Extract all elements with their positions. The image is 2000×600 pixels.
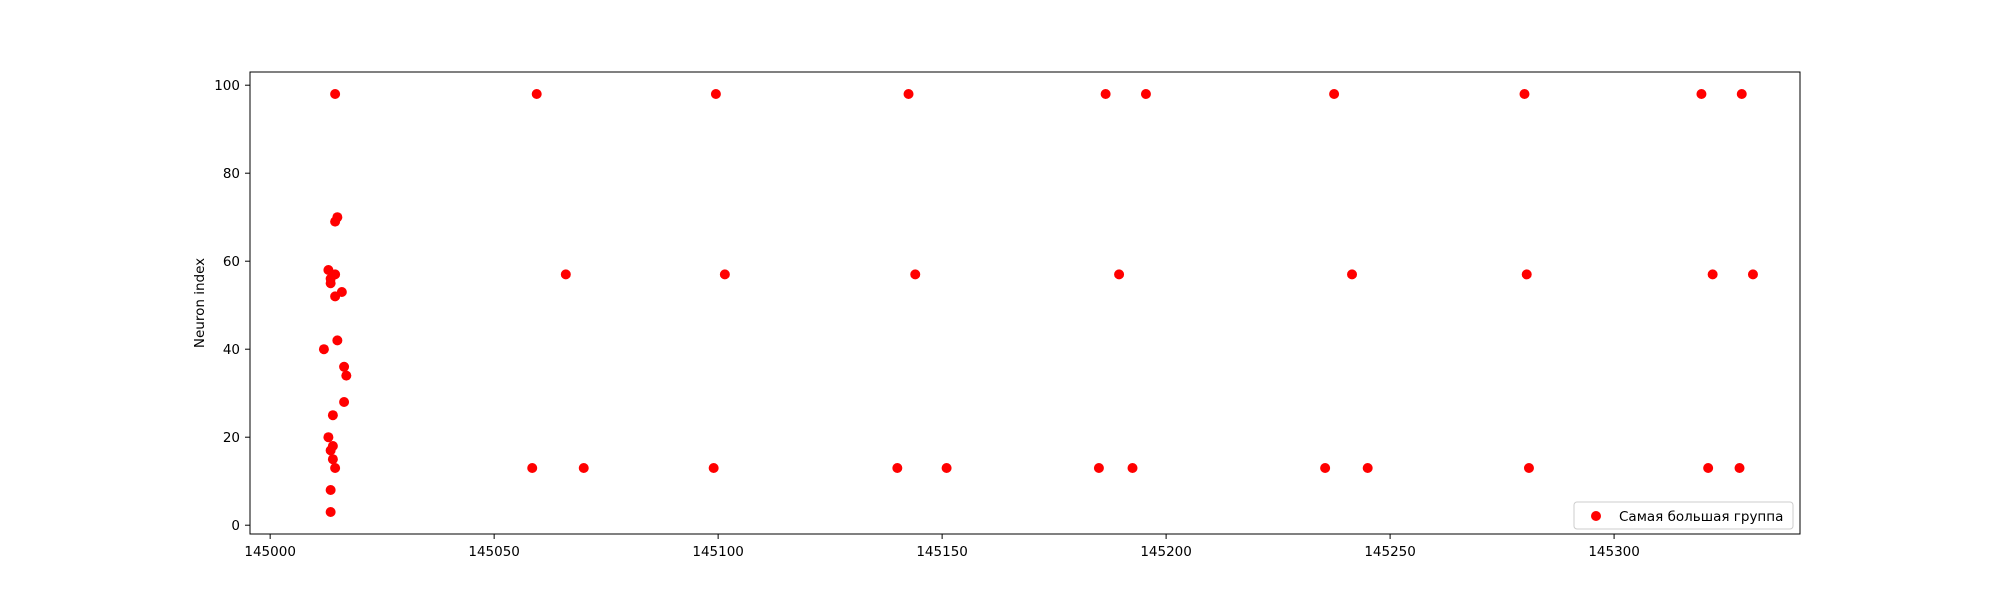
y-axis: 0 20 40 60 80 100	[214, 78, 250, 534]
data-point	[330, 463, 341, 473]
data-point	[1100, 89, 1111, 99]
data-point	[1114, 269, 1125, 280]
data-point	[1320, 463, 1331, 473]
x-tick-label: 145300	[1588, 544, 1640, 560]
x-tick-label: 145150	[916, 544, 968, 560]
data-point	[325, 507, 336, 517]
x-tick-label: 145200	[1140, 544, 1192, 560]
data-point	[1736, 89, 1747, 99]
x-tick-label: 145050	[468, 544, 520, 560]
data-point	[341, 370, 352, 381]
data-point	[531, 89, 542, 99]
data-point	[339, 361, 350, 372]
y-tick-label: 80	[223, 166, 240, 182]
data-point	[1519, 89, 1530, 99]
data-point	[1747, 269, 1758, 280]
data-point	[708, 463, 719, 473]
y-tick-label: 20	[223, 430, 240, 446]
y-tick-label: 60	[223, 254, 240, 270]
data-point	[1734, 463, 1745, 473]
data-point	[330, 89, 341, 99]
data-point	[578, 463, 589, 473]
data-point	[332, 335, 343, 346]
data-point	[1521, 269, 1532, 280]
data-point	[1362, 463, 1373, 473]
legend-label: Самая большая группа	[1619, 509, 1783, 525]
y-tick-label: 40	[223, 342, 240, 358]
data-point	[330, 216, 341, 227]
data-point	[892, 463, 903, 473]
data-point	[527, 463, 538, 473]
data-point	[325, 445, 336, 456]
data-point	[330, 291, 341, 302]
data-point	[1347, 269, 1358, 280]
data-point	[318, 344, 329, 355]
data-point	[1523, 463, 1534, 473]
plot-area	[250, 72, 1800, 534]
x-tick-label: 145000	[244, 544, 296, 560]
data-point	[719, 269, 730, 280]
data-point	[325, 485, 336, 495]
plot-frame	[249, 71, 1801, 535]
data-point	[323, 432, 334, 443]
x-tick-label: 145100	[692, 544, 744, 560]
legend-marker	[1591, 511, 1601, 521]
data-point	[339, 397, 350, 407]
data-point	[1127, 463, 1138, 473]
data-point	[325, 278, 336, 289]
data-point	[327, 454, 338, 465]
data-point	[941, 463, 952, 473]
data-point	[1707, 269, 1718, 280]
y-tick-label: 0	[231, 518, 240, 534]
points-layer	[318, 89, 1758, 517]
y-tick-label: 100	[214, 78, 240, 94]
x-tick-label: 145250	[1364, 544, 1416, 560]
data-point	[710, 89, 721, 99]
data-point	[910, 269, 921, 280]
data-point	[1093, 463, 1104, 473]
legend-box	[1573, 501, 1794, 530]
data-point	[1703, 463, 1714, 473]
legend: Самая большая группа	[1573, 501, 1794, 530]
data-point	[1696, 89, 1707, 99]
data-point	[903, 89, 914, 99]
data-point	[1329, 89, 1340, 99]
y-axis-label: Neuron index	[192, 258, 208, 348]
data-point	[560, 269, 571, 280]
data-point	[327, 410, 338, 421]
data-point	[1140, 89, 1151, 99]
x-axis: 145000 145050 145100 145150 145200 145250 1453…	[244, 534, 1640, 560]
